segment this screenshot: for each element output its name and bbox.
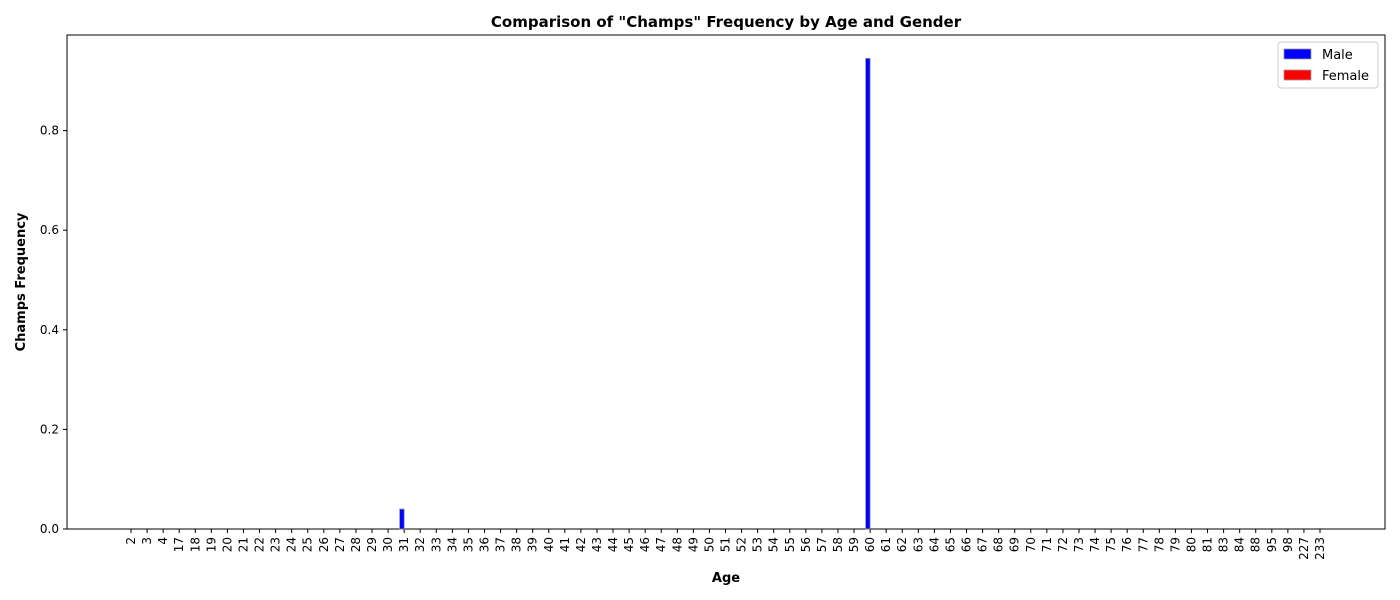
x-tick-label: 18 xyxy=(188,537,202,552)
x-tick-label: 81 xyxy=(1201,537,1215,552)
x-tick-label: 76 xyxy=(1120,537,1134,552)
x-tick-label: 22 xyxy=(253,537,267,552)
x-tick-label: 38 xyxy=(510,537,524,552)
x-tick-label: 49 xyxy=(686,537,700,552)
x-tick-label: 25 xyxy=(301,537,315,552)
x-tick-label: 75 xyxy=(1104,537,1118,552)
x-tick-label: 233 xyxy=(1313,537,1327,560)
x-tick-label: 78 xyxy=(1152,537,1166,552)
chart-title: Comparison of "Champs" Frequency by Age … xyxy=(491,13,962,31)
x-tick-label: 36 xyxy=(477,537,491,552)
x-tick-label: 20 xyxy=(220,537,234,552)
x-tick-label: 84 xyxy=(1233,537,1247,552)
x-tick-label: 37 xyxy=(494,537,508,552)
y-tick-label: 0.0 xyxy=(40,522,59,536)
x-tick-label: 19 xyxy=(204,537,218,552)
x-tick-label: 67 xyxy=(976,537,990,552)
x-tick-label: 62 xyxy=(895,537,909,552)
x-tick-label: 64 xyxy=(927,537,941,552)
x-tick-label: 43 xyxy=(590,537,604,552)
y-tick-label: 0.6 xyxy=(40,223,59,237)
x-tick-label: 52 xyxy=(735,537,749,552)
x-tick-label: 95 xyxy=(1265,537,1279,552)
x-tick-label: 77 xyxy=(1136,537,1150,552)
x-tick-label: 58 xyxy=(831,537,845,552)
x-tick-label: 60 xyxy=(863,537,877,552)
x-tick-label: 65 xyxy=(943,537,957,552)
x-tick-label: 54 xyxy=(767,537,781,552)
x-tick-label: 21 xyxy=(236,537,250,552)
y-axis-title: Champs Frequency xyxy=(14,212,29,351)
x-tick-label: 98 xyxy=(1281,537,1295,552)
x-tick-label: 56 xyxy=(799,537,813,552)
x-tick-label: 32 xyxy=(413,537,427,552)
x-tick-label: 51 xyxy=(719,537,733,552)
x-tick-label: 44 xyxy=(606,537,620,552)
x-tick-label: 63 xyxy=(911,537,925,552)
x-tick-label: 48 xyxy=(670,537,684,552)
x-tick-label: 47 xyxy=(654,537,668,552)
x-tick-label: 53 xyxy=(751,537,765,552)
x-tick-label: 80 xyxy=(1184,537,1198,552)
x-tick-label: 46 xyxy=(638,537,652,552)
x-axis-title: Age xyxy=(712,571,740,586)
legend-swatch-female xyxy=(1283,69,1312,81)
y-tick-label: 0.8 xyxy=(40,124,59,138)
x-tick-label: 35 xyxy=(461,537,475,552)
x-tick-label: 45 xyxy=(622,537,636,552)
x-tick-label: 88 xyxy=(1249,537,1263,552)
x-tick-label: 70 xyxy=(1024,537,1038,552)
legend-label-male: Male xyxy=(1322,48,1353,63)
x-tick-label: 27 xyxy=(333,537,347,552)
x-tick-label: 61 xyxy=(879,537,893,552)
x-tick-label: 74 xyxy=(1088,537,1102,552)
x-tick-label: 23 xyxy=(269,537,283,552)
bar-male-31 xyxy=(399,508,405,530)
y-tick-label: 0.4 xyxy=(40,323,59,337)
x-tick-label: 4 xyxy=(156,537,170,545)
x-tick-label: 17 xyxy=(172,537,186,552)
x-tick-label: 79 xyxy=(1168,537,1182,552)
x-tick-label: 66 xyxy=(960,537,974,552)
x-tick-label: 59 xyxy=(847,537,861,552)
x-tick-label: 34 xyxy=(445,537,459,552)
x-tick-label: 28 xyxy=(349,537,363,552)
x-tick-label: 227 xyxy=(1297,537,1311,560)
legend-label-female: Female xyxy=(1322,69,1369,84)
y-axis: 0.0 0.2 0.4 0.6 0.8 xyxy=(40,124,67,536)
x-tick-label: 26 xyxy=(317,537,331,552)
x-tick-label: 33 xyxy=(429,537,443,552)
plot-area xyxy=(66,34,1386,530)
x-tick-label: 24 xyxy=(285,537,299,552)
x-tick-label: 71 xyxy=(1040,537,1054,552)
bars-group xyxy=(399,58,871,530)
x-tick-label: 83 xyxy=(1217,537,1231,552)
x-tick-label: 57 xyxy=(815,537,829,552)
x-tick-label: 30 xyxy=(381,537,395,552)
x-tick-label: 3 xyxy=(140,537,154,545)
x-tick-label: 40 xyxy=(542,537,556,552)
x-tick-label: 2 xyxy=(124,537,138,545)
x-axis: 2 3 4 17 18 19 20 21 22 23 24 25 26 27 28 29 30 31 32 33 34 3… xyxy=(124,529,1327,560)
x-tick-label: 29 xyxy=(365,537,379,552)
x-tick-label: 50 xyxy=(702,537,716,552)
x-tick-label: 68 xyxy=(992,537,1006,552)
x-tick-label: 41 xyxy=(558,537,572,552)
legend: Male Female xyxy=(1277,41,1379,89)
bar-male-60 xyxy=(865,58,871,530)
x-tick-label: 73 xyxy=(1072,537,1086,552)
x-tick-label: 42 xyxy=(574,537,588,552)
y-tick-label: 0.2 xyxy=(40,422,59,436)
x-tick-label: 69 xyxy=(1008,537,1022,552)
x-tick-label: 72 xyxy=(1056,537,1070,552)
x-tick-label: 55 xyxy=(783,537,797,552)
x-tick-label: 31 xyxy=(397,537,411,552)
x-tick-label: 39 xyxy=(526,537,540,552)
legend-swatch-male xyxy=(1283,48,1312,60)
